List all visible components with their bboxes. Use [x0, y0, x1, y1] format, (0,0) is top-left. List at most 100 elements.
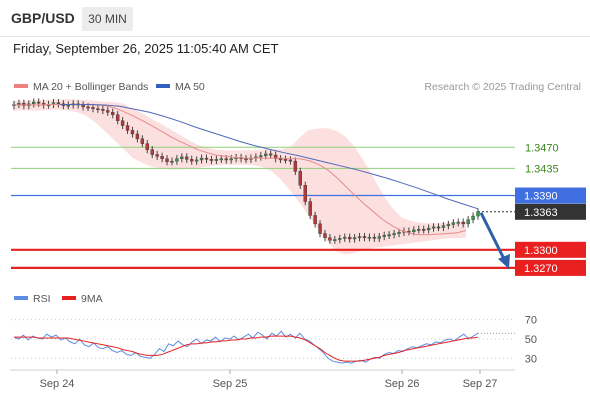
- pivot-tag: [515, 187, 586, 204]
- candle-body: [377, 236, 381, 239]
- candle-body: [180, 156, 184, 159]
- candle-body: [431, 226, 436, 229]
- bollinger-band: [13, 99, 466, 255]
- candle-body: [298, 171, 302, 186]
- x-tick-label: Sep 24: [40, 378, 75, 390]
- candle-body: [283, 159, 288, 161]
- candle-body: [372, 236, 377, 239]
- candle-body: [466, 219, 470, 225]
- legend-9ma-swatch: [62, 296, 76, 300]
- candle-body: [357, 236, 362, 238]
- x-tick-label: Sep 26: [385, 378, 420, 390]
- candle-body: [135, 133, 140, 140]
- candle-body: [190, 159, 194, 162]
- x-tick-label: Sep 25: [213, 378, 248, 390]
- pivot-label: 1.3390: [524, 191, 558, 203]
- timeframe-button[interactable]: 30 MIN: [82, 7, 133, 31]
- candle-body: [229, 158, 233, 161]
- candle-body: [106, 110, 110, 113]
- candle-body: [288, 159, 293, 162]
- candle-body: [244, 158, 248, 161]
- rsi-tick-50: 50: [525, 334, 537, 346]
- candle-body: [214, 159, 219, 161]
- forecast-arrow-head: [498, 253, 510, 269]
- candle-body: [86, 106, 90, 109]
- candle-body: [456, 221, 460, 224]
- candle-body: [170, 160, 174, 163]
- candle-body: [32, 101, 36, 105]
- candle-body: [333, 239, 337, 241]
- candle-body: [412, 229, 416, 232]
- candle-body: [273, 154, 278, 159]
- chart-header: GBP/USD 30 MIN: [0, 0, 590, 37]
- legend-9ma-label: 9MA: [81, 293, 103, 305]
- candle-body: [436, 226, 441, 229]
- candle-body: [268, 153, 273, 156]
- symbol-label: GBP/USD: [11, 10, 75, 26]
- support-tag-5: [515, 259, 586, 276]
- candle-body: [426, 227, 431, 231]
- candle-body: [446, 224, 451, 226]
- candle-body: [303, 185, 307, 202]
- candle-body: [96, 108, 100, 111]
- candle-body: [36, 101, 41, 104]
- candle-body: [407, 230, 411, 233]
- candle-body: [165, 158, 169, 162]
- candle-body: [194, 159, 199, 162]
- candle-body: [471, 215, 475, 220]
- legend-rsi-label: RSI: [33, 293, 51, 305]
- candle-body: [111, 112, 115, 115]
- candle-body: [66, 104, 70, 107]
- candle-body: [185, 156, 189, 160]
- candle-body: [422, 229, 426, 231]
- candle-body: [328, 237, 332, 241]
- candle-body: [199, 157, 204, 161]
- candle-body: [382, 235, 386, 237]
- rsi-tick-70: 70: [525, 315, 537, 327]
- candle-body: [323, 233, 327, 238]
- candle-body: [387, 234, 391, 237]
- legend-ma20-swatch: [14, 84, 28, 88]
- candle-body: [417, 229, 421, 231]
- candle-body: [204, 157, 209, 160]
- current-price-label: 1.3363: [524, 207, 558, 219]
- candle-body: [367, 236, 372, 239]
- candle-body: [145, 143, 149, 150]
- candle-body: [125, 125, 130, 131]
- candle-body: [56, 102, 61, 105]
- candle-body: [318, 223, 322, 234]
- candle-body: [441, 225, 446, 228]
- credit-text: Research © 2025 Trading Central: [424, 81, 581, 93]
- candle-body: [22, 103, 26, 106]
- candle-body: [120, 120, 125, 126]
- rsi-ma-line: [14, 335, 479, 362]
- candle-body: [461, 221, 465, 225]
- ma50-line: [60, 103, 479, 210]
- candle-body: [397, 232, 401, 234]
- candle-body: [81, 104, 85, 108]
- candle-body: [155, 154, 159, 157]
- candle-body: [150, 149, 154, 155]
- timestamp: Friday, September 26, 2025 11:05:40 AM C…: [13, 41, 279, 56]
- support-tag-4: [515, 241, 586, 258]
- x-tick-label: Sep 27: [463, 378, 498, 390]
- candle-body: [175, 158, 179, 162]
- candle-body: [115, 114, 120, 121]
- support-label-4: 1.3300: [524, 245, 558, 257]
- candle-body: [130, 130, 135, 135]
- candle-body: [308, 201, 312, 216]
- rsi-line: [13, 330, 479, 364]
- candle-body: [264, 153, 268, 156]
- candle-body: [219, 158, 224, 161]
- rsi-tick-30: 30: [525, 353, 537, 365]
- candle-body: [278, 158, 283, 161]
- forecast-arrow-shaft: [479, 212, 507, 262]
- support-label-5: 1.3270: [524, 263, 558, 275]
- candle-body: [343, 236, 347, 239]
- candle-body: [338, 238, 342, 240]
- legend-ma50-swatch: [156, 84, 170, 88]
- candle-body: [476, 211, 480, 217]
- candle-body: [362, 236, 367, 238]
- candle-body: [352, 237, 357, 240]
- candle-body: [140, 138, 145, 144]
